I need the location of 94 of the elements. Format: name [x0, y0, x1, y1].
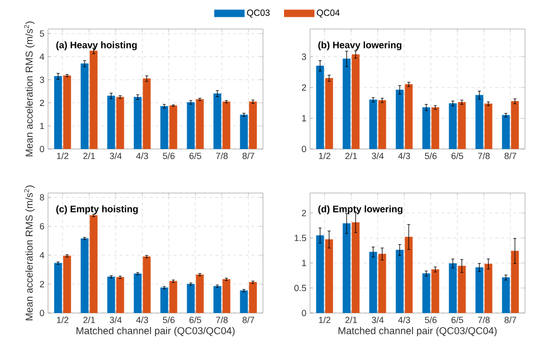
bar — [342, 58, 351, 149]
x-tick-label: 1/2 — [57, 316, 68, 324]
y-tick-label: 4 — [40, 252, 44, 258]
y-axis-title: Mean acceleration RMS (m/s$^{2}$) — [24, 186, 35, 320]
bar — [160, 106, 168, 149]
bar — [116, 96, 124, 149]
bar — [134, 96, 142, 149]
y-tick-label: 6 — [40, 223, 44, 230]
bar — [142, 78, 151, 149]
x-tick-label: 4/3 — [136, 152, 148, 160]
bar — [458, 102, 466, 149]
x-tick-label: 5/6 — [162, 316, 175, 324]
y-tick-label: 2 — [302, 210, 306, 216]
x-tick-label: 7/8 — [216, 316, 228, 324]
y-tick-label: 0 — [302, 310, 306, 316]
x-tick-label: 5/6 — [424, 316, 437, 324]
x-tick-label: 7/8 — [478, 152, 490, 160]
x-tick-label: 5/6 — [424, 152, 437, 160]
y-tick-label: 1.5 — [294, 234, 306, 242]
bar — [80, 63, 89, 149]
x-tick-label: 3/4 — [110, 152, 122, 160]
bar — [196, 99, 204, 149]
y-tick-label: 1 — [302, 115, 306, 122]
y-tick-label: 3 — [40, 76, 44, 83]
y-tick-label: 0 — [40, 146, 44, 152]
bar — [511, 101, 519, 149]
bar — [248, 101, 257, 149]
x-tick-label: 2/1 — [345, 316, 357, 324]
bar — [316, 66, 324, 149]
y-tick-label: 2 — [40, 280, 44, 288]
legend-label: QC03 — [247, 10, 270, 18]
x-tick-label: 6/5 — [452, 152, 464, 160]
bar — [54, 76, 62, 149]
x-tick-label: 1/2 — [319, 316, 330, 324]
y-tick-label: 4 — [40, 54, 44, 60]
x-tick-label: 6/5 — [452, 316, 464, 324]
x-tick-label: 6/5 — [190, 316, 202, 324]
legend-label: QC04 — [316, 10, 340, 18]
y-tick-label: 0.5 — [294, 284, 306, 292]
y-tick-label: 2 — [302, 84, 306, 91]
x-tick-label: 8/7 — [504, 152, 516, 160]
bar — [369, 100, 378, 149]
bar — [448, 103, 457, 149]
bar — [63, 75, 72, 149]
x-tick-label: 8/7 — [242, 316, 254, 324]
x-tick-label: 1/2 — [319, 152, 330, 160]
bar — [404, 84, 413, 149]
text: (a) Heavy hoisting — [56, 41, 137, 50]
bar — [378, 100, 386, 149]
x-tick-label: 2/1 — [345, 152, 357, 160]
bar — [396, 90, 404, 149]
bar — [240, 114, 248, 149]
bar — [186, 102, 195, 149]
y-tick-label: 8 — [40, 194, 44, 201]
bar — [222, 101, 230, 149]
y-tick-label: 2 — [40, 100, 44, 106]
text: (c) Empty hoisting — [56, 205, 138, 214]
y-tick-label: 0 — [302, 146, 306, 152]
x-tick-label: 3/4 — [372, 152, 384, 160]
x-tick-label: 3/4 — [372, 316, 384, 324]
x-tick-label: 4/3 — [398, 316, 410, 324]
y-axis-title: Mean acceleration RMS (m/s$^{2}$) — [24, 22, 35, 156]
x-tick-label: 6/5 — [190, 152, 202, 160]
x-tick-label: 4/3 — [136, 316, 148, 324]
bar — [213, 93, 222, 149]
bar — [325, 78, 334, 149]
bar — [422, 107, 430, 149]
x-tick-label: 8/7 — [504, 316, 516, 324]
y-tick-label: 5 — [40, 30, 44, 37]
x-tick-label: 8/7 — [242, 152, 254, 160]
bar — [90, 50, 98, 149]
bar — [502, 114, 510, 149]
x-tick-label: 5/6 — [162, 152, 175, 160]
bar — [107, 96, 116, 149]
text: (b) Heavy lowering — [318, 41, 402, 50]
x-tick-label: 7/8 — [216, 152, 228, 160]
x-axis-title: Matched channel pair (QC03/QC04) — [338, 326, 497, 336]
x-tick-label: 3/4 — [110, 316, 122, 324]
bar — [484, 104, 492, 149]
y-tick-label: 3 — [302, 54, 306, 60]
x-axis-title: Matched channel pair (QC03/QC04) — [76, 326, 235, 336]
bar — [475, 94, 484, 149]
x-tick-label: 7/8 — [478, 316, 490, 324]
bar — [431, 107, 440, 149]
text: (d) Empty lowering — [318, 205, 402, 214]
bar — [352, 54, 360, 149]
bar — [169, 105, 178, 149]
x-tick-label: 1/2 — [57, 152, 68, 160]
y-tick-label: 1 — [40, 122, 44, 130]
x-tick-label: 2/1 — [83, 316, 95, 324]
x-tick-label: 4/3 — [398, 152, 410, 160]
y-tick-label: 1 — [302, 260, 306, 266]
y-tick-label: 0 — [40, 310, 44, 316]
x-tick-label: 2/1 — [83, 152, 95, 160]
